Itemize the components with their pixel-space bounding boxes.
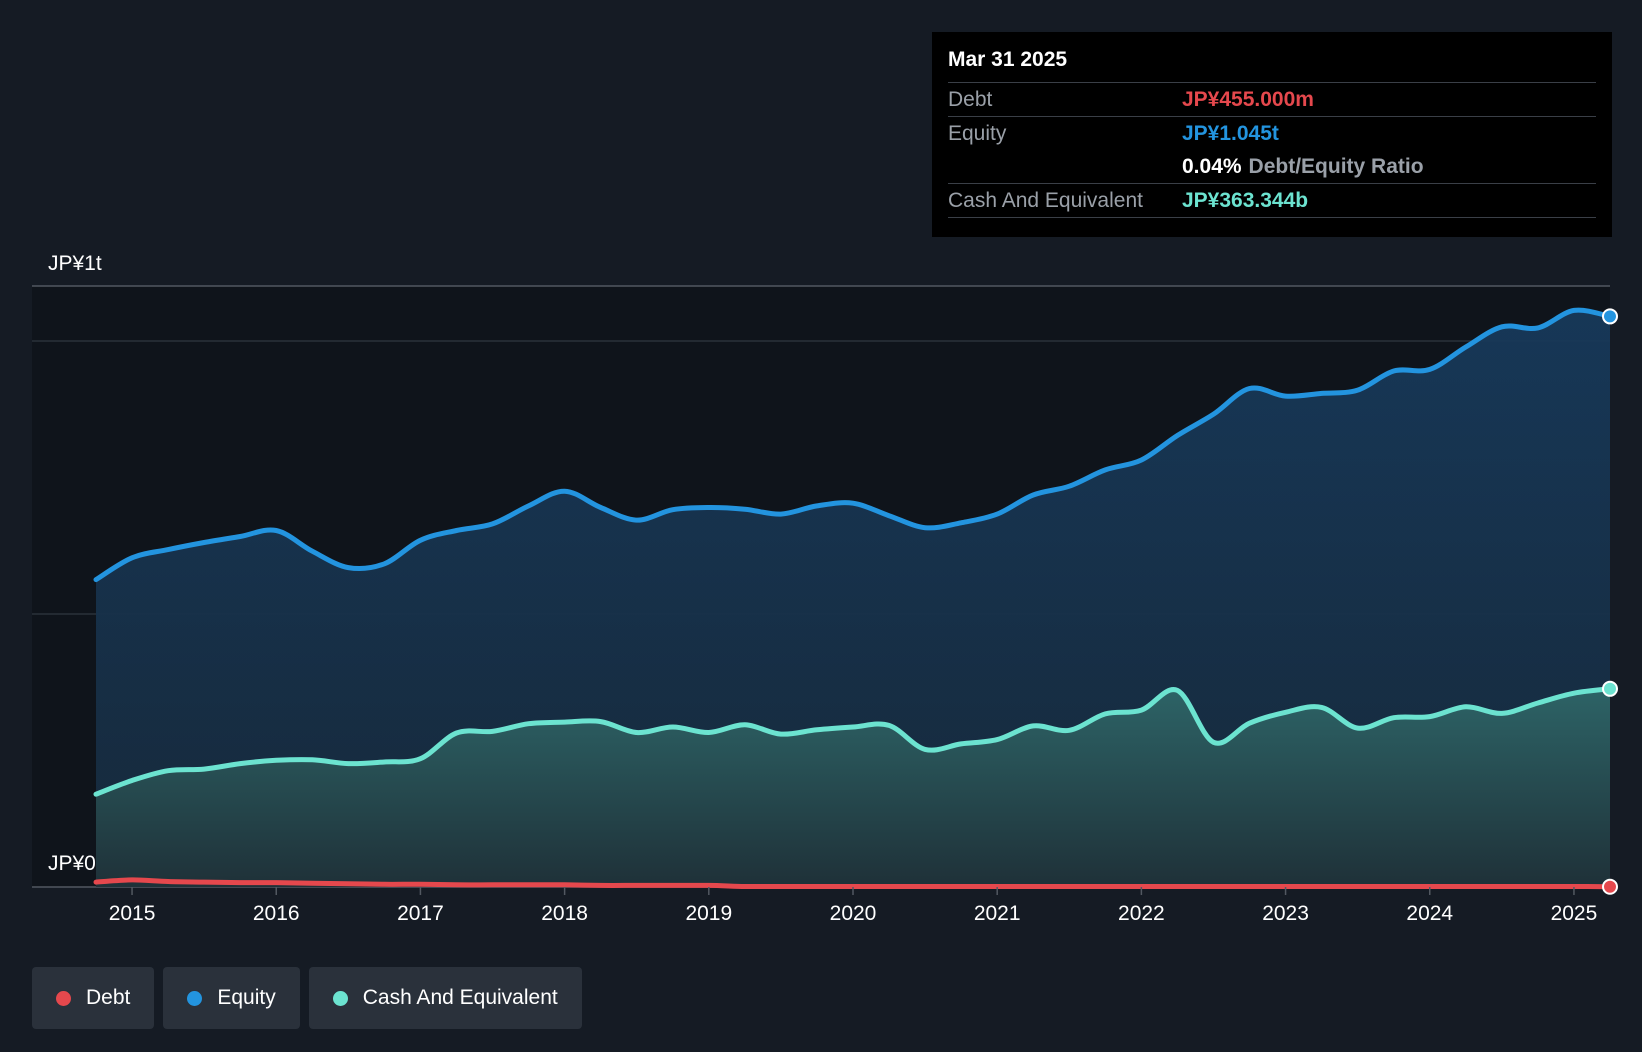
x-tick-label-2025: 2025 [1551, 902, 1598, 925]
x-tick-label-2020: 2020 [830, 902, 877, 925]
x-tick-label-2024: 2024 [1406, 902, 1453, 925]
tooltip-cash-label: Cash And Equivalent [948, 188, 1143, 212]
tooltip: Mar 31 2025 Debt JP¥455.000m Equity JP¥1… [932, 32, 1612, 237]
cash-end-marker[interactable] [1602, 680, 1618, 697]
debt-line [93, 877, 1613, 890]
series-layer [93, 307, 1618, 895]
tooltip-equity-value: JP¥1.045t [1182, 121, 1279, 145]
legend: Debt Equity Cash And Equivalent [32, 967, 582, 1029]
tooltip-ratio-value: 0.04% [1182, 154, 1242, 178]
tooltip-cash-value: JP¥363.344b [1182, 188, 1309, 212]
cash-dot-icon [332, 990, 348, 1006]
cash-line [93, 686, 1613, 797]
tooltip-ratio-row: 0.04% Debt/Equity Ratio [948, 150, 1596, 183]
y-axis-top-label: JP¥1t [48, 252, 102, 275]
x-tick-label-2021: 2021 [974, 902, 1021, 925]
tooltip-ratio-label: Debt/Equity Ratio [1248, 154, 1424, 178]
tooltip-debt-value: JP¥455.000m [1182, 87, 1314, 111]
x-tick-label-2016: 2016 [253, 902, 300, 925]
x-tick-label-2023: 2023 [1262, 902, 1309, 925]
debt-dot-icon [56, 990, 71, 1006]
debt-end-marker[interactable] [1602, 878, 1618, 895]
equity-dot-icon [187, 990, 203, 1006]
legend-item-debt[interactable]: Debt [32, 967, 155, 1029]
y-axis-zero-label: JP¥0 [48, 852, 96, 875]
tooltip-date: Mar 31 2025 [948, 48, 1068, 71]
x-tick-label-2017: 2017 [397, 902, 444, 925]
tooltip-debt-row: Debt JP¥455.000m [948, 82, 1596, 116]
tooltip-cash-row: Cash And Equivalent JP¥363.344b [948, 183, 1596, 218]
legend-item-cash[interactable]: Cash And Equivalent [308, 967, 582, 1029]
equity-end-marker[interactable] [1602, 308, 1618, 325]
x-tick-label-2019: 2019 [685, 902, 732, 925]
legend-item-equity[interactable]: Equity [163, 967, 300, 1029]
tooltip-equity-row: Equity JP¥1.045t [948, 116, 1596, 150]
x-tick-label-2015: 2015 [109, 902, 156, 925]
legend-cash-label: Cash And Equivalent [362, 986, 558, 1009]
x-tick-label-2018: 2018 [541, 902, 588, 925]
legend-equity-label: Equity [217, 986, 276, 1009]
x-axis-ticks: 2015 2016 2017 2018 2019 2020 2021 2022 2023 2024… [109, 887, 1598, 925]
tooltip-equity-label: Equity [948, 121, 1007, 145]
x-tick-label-2022: 2022 [1118, 902, 1165, 925]
equity-line [93, 307, 1613, 583]
tooltip-debt-label: Debt [948, 87, 993, 111]
legend-debt-label: Debt [86, 986, 131, 1009]
